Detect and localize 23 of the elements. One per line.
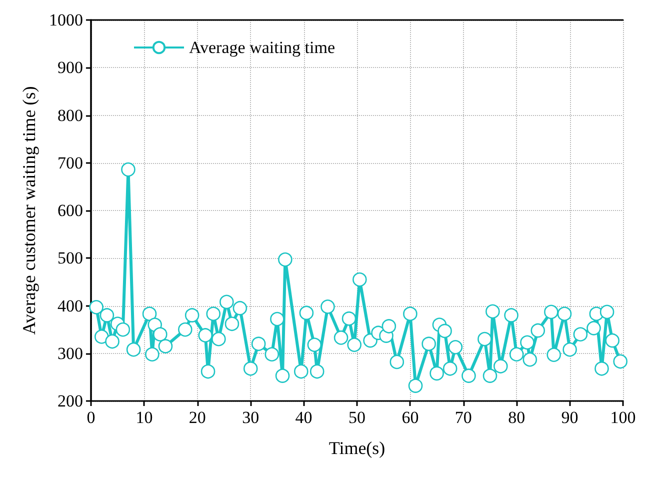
y-tick-label: 800	[58, 106, 83, 125]
x-axis-title: Time(s)	[328, 438, 386, 458]
x-tick-label: 30	[242, 408, 260, 427]
y-tick-label: 200	[58, 392, 83, 410]
x-tick-label: 10	[136, 408, 153, 427]
x-tick-label: 80	[508, 408, 526, 427]
legend-label: Average waiting time	[189, 38, 336, 57]
x-tick-label: 60	[402, 408, 419, 427]
y-tick-label: 300	[58, 344, 83, 363]
x-tick-label: 100	[610, 408, 636, 427]
x-tick-label: 70	[454, 408, 472, 427]
x-tick-label: 90	[561, 408, 578, 427]
y-tick-label: 700	[58, 153, 83, 172]
x-tick-label: 0	[86, 408, 96, 427]
y-tick-label: 500	[58, 248, 83, 268]
x-tick-label: 50	[348, 408, 366, 427]
x-tick-label: 20	[188, 408, 206, 427]
y-axis-title: Average customer waiting time (s)	[19, 86, 40, 335]
y-tick-label: 600	[58, 201, 83, 220]
y-tick-label: 900	[58, 58, 83, 78]
y-tick-label: 1000	[49, 10, 83, 30]
y-tick-label: 400	[58, 296, 83, 316]
x-tick-label: 40	[295, 408, 312, 427]
